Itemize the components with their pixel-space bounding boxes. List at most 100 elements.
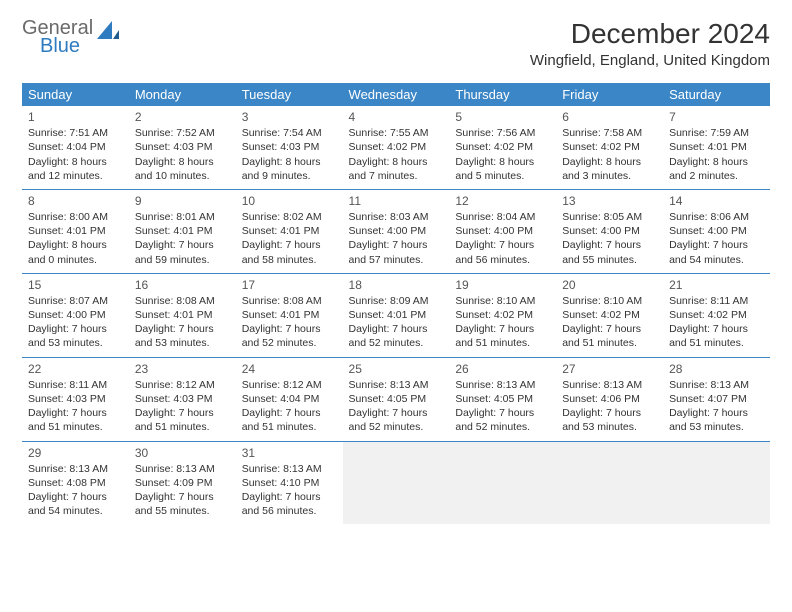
sunrise-text: Sunrise: 8:10 AM: [455, 294, 550, 308]
weekday-header: Friday: [556, 83, 663, 106]
day-number: 18: [349, 277, 444, 293]
sunrise-text: Sunrise: 8:03 AM: [349, 210, 444, 224]
dl1-text: Daylight: 8 hours: [135, 155, 230, 169]
dl1-text: Daylight: 8 hours: [28, 155, 123, 169]
sunset-text: Sunset: 4:02 PM: [455, 308, 550, 322]
dl2-text: and 56 minutes.: [455, 253, 550, 267]
day-number: 19: [455, 277, 550, 293]
sunrise-text: Sunrise: 7:51 AM: [28, 126, 123, 140]
sunrise-text: Sunrise: 7:56 AM: [455, 126, 550, 140]
calendar-body: 1Sunrise: 7:51 AMSunset: 4:04 PMDaylight…: [22, 106, 770, 524]
dl1-text: Daylight: 8 hours: [455, 155, 550, 169]
dl2-text: and 52 minutes.: [349, 336, 444, 350]
day-number: 27: [562, 361, 657, 377]
dl1-text: Daylight: 7 hours: [135, 406, 230, 420]
calendar-cell: 16Sunrise: 8:08 AMSunset: 4:01 PMDayligh…: [129, 273, 236, 357]
day-number: 15: [28, 277, 123, 293]
dl1-text: Daylight: 8 hours: [669, 155, 764, 169]
calendar-cell: 19Sunrise: 8:10 AMSunset: 4:02 PMDayligh…: [449, 273, 556, 357]
logo: General Blue: [22, 18, 119, 56]
weekday-header: Tuesday: [236, 83, 343, 106]
dl2-text: and 55 minutes.: [562, 253, 657, 267]
dl2-text: and 12 minutes.: [28, 169, 123, 183]
calendar-cell: 12Sunrise: 8:04 AMSunset: 4:00 PMDayligh…: [449, 189, 556, 273]
dl1-text: Daylight: 7 hours: [562, 238, 657, 252]
dl2-text: and 2 minutes.: [669, 169, 764, 183]
sunrise-text: Sunrise: 8:06 AM: [669, 210, 764, 224]
sunset-text: Sunset: 4:01 PM: [242, 308, 337, 322]
dl2-text: and 51 minutes.: [455, 336, 550, 350]
sunset-text: Sunset: 4:01 PM: [349, 308, 444, 322]
sunrise-text: Sunrise: 8:13 AM: [669, 378, 764, 392]
location: Wingfield, England, United Kingdom: [530, 52, 770, 69]
sunset-text: Sunset: 4:04 PM: [28, 140, 123, 154]
day-number: 20: [562, 277, 657, 293]
dl1-text: Daylight: 7 hours: [242, 490, 337, 504]
day-number: 10: [242, 193, 337, 209]
sunrise-text: Sunrise: 8:10 AM: [562, 294, 657, 308]
dl2-text: and 3 minutes.: [562, 169, 657, 183]
dl2-text: and 51 minutes.: [135, 420, 230, 434]
dl2-text: and 52 minutes.: [455, 420, 550, 434]
sunrise-text: Sunrise: 7:55 AM: [349, 126, 444, 140]
dl1-text: Daylight: 7 hours: [669, 322, 764, 336]
weekday-header: Saturday: [663, 83, 770, 106]
sunset-text: Sunset: 4:01 PM: [242, 224, 337, 238]
sunset-text: Sunset: 4:00 PM: [455, 224, 550, 238]
sunset-text: Sunset: 4:04 PM: [242, 392, 337, 406]
dl2-text: and 54 minutes.: [669, 253, 764, 267]
calendar-cell: 31Sunrise: 8:13 AMSunset: 4:10 PMDayligh…: [236, 441, 343, 524]
calendar-cell: [343, 441, 450, 524]
dl2-text: and 53 minutes.: [669, 420, 764, 434]
sunset-text: Sunset: 4:03 PM: [135, 140, 230, 154]
dl1-text: Daylight: 7 hours: [562, 322, 657, 336]
sunset-text: Sunset: 4:03 PM: [135, 392, 230, 406]
sunset-text: Sunset: 4:01 PM: [135, 224, 230, 238]
sunrise-text: Sunrise: 8:13 AM: [135, 462, 230, 476]
sunrise-text: Sunrise: 8:00 AM: [28, 210, 123, 224]
title-block: December 2024 Wingfield, England, United…: [530, 18, 770, 69]
sunset-text: Sunset: 4:00 PM: [349, 224, 444, 238]
calendar-cell: 26Sunrise: 8:13 AMSunset: 4:05 PMDayligh…: [449, 357, 556, 441]
dl2-text: and 54 minutes.: [28, 504, 123, 518]
sunset-text: Sunset: 4:01 PM: [669, 140, 764, 154]
sunset-text: Sunset: 4:06 PM: [562, 392, 657, 406]
logo-text: General Blue: [22, 18, 93, 56]
dl1-text: Daylight: 7 hours: [135, 490, 230, 504]
page-header: General Blue December 2024 Wingfield, En…: [22, 18, 770, 69]
dl2-text: and 51 minutes.: [562, 336, 657, 350]
sunset-text: Sunset: 4:02 PM: [562, 308, 657, 322]
calendar-cell: 27Sunrise: 8:13 AMSunset: 4:06 PMDayligh…: [556, 357, 663, 441]
dl1-text: Daylight: 7 hours: [455, 238, 550, 252]
sunrise-text: Sunrise: 7:58 AM: [562, 126, 657, 140]
sunset-text: Sunset: 4:01 PM: [135, 308, 230, 322]
sunrise-text: Sunrise: 8:02 AM: [242, 210, 337, 224]
dl1-text: Daylight: 7 hours: [242, 322, 337, 336]
calendar-week-row: 8Sunrise: 8:00 AMSunset: 4:01 PMDaylight…: [22, 189, 770, 273]
sunrise-text: Sunrise: 8:01 AM: [135, 210, 230, 224]
calendar-week-row: 22Sunrise: 8:11 AMSunset: 4:03 PMDayligh…: [22, 357, 770, 441]
dl2-text: and 53 minutes.: [28, 336, 123, 350]
dl2-text: and 53 minutes.: [135, 336, 230, 350]
day-number: 17: [242, 277, 337, 293]
sunrise-text: Sunrise: 8:13 AM: [349, 378, 444, 392]
sunset-text: Sunset: 4:00 PM: [562, 224, 657, 238]
dl2-text: and 0 minutes.: [28, 253, 123, 267]
dl2-text: and 7 minutes.: [349, 169, 444, 183]
dl1-text: Daylight: 8 hours: [562, 155, 657, 169]
sunrise-text: Sunrise: 8:08 AM: [242, 294, 337, 308]
calendar-cell: 5Sunrise: 7:56 AMSunset: 4:02 PMDaylight…: [449, 106, 556, 189]
sunset-text: Sunset: 4:09 PM: [135, 476, 230, 490]
calendar-week-row: 15Sunrise: 8:07 AMSunset: 4:00 PMDayligh…: [22, 273, 770, 357]
dl2-text: and 51 minutes.: [28, 420, 123, 434]
weekday-header: Thursday: [449, 83, 556, 106]
sunset-text: Sunset: 4:08 PM: [28, 476, 123, 490]
day-number: 3: [242, 109, 337, 125]
dl2-text: and 59 minutes.: [135, 253, 230, 267]
dl1-text: Daylight: 7 hours: [455, 322, 550, 336]
calendar-table: Sunday Monday Tuesday Wednesday Thursday…: [22, 83, 770, 524]
weekday-header: Sunday: [22, 83, 129, 106]
day-number: 12: [455, 193, 550, 209]
dl2-text: and 10 minutes.: [135, 169, 230, 183]
dl2-text: and 57 minutes.: [349, 253, 444, 267]
